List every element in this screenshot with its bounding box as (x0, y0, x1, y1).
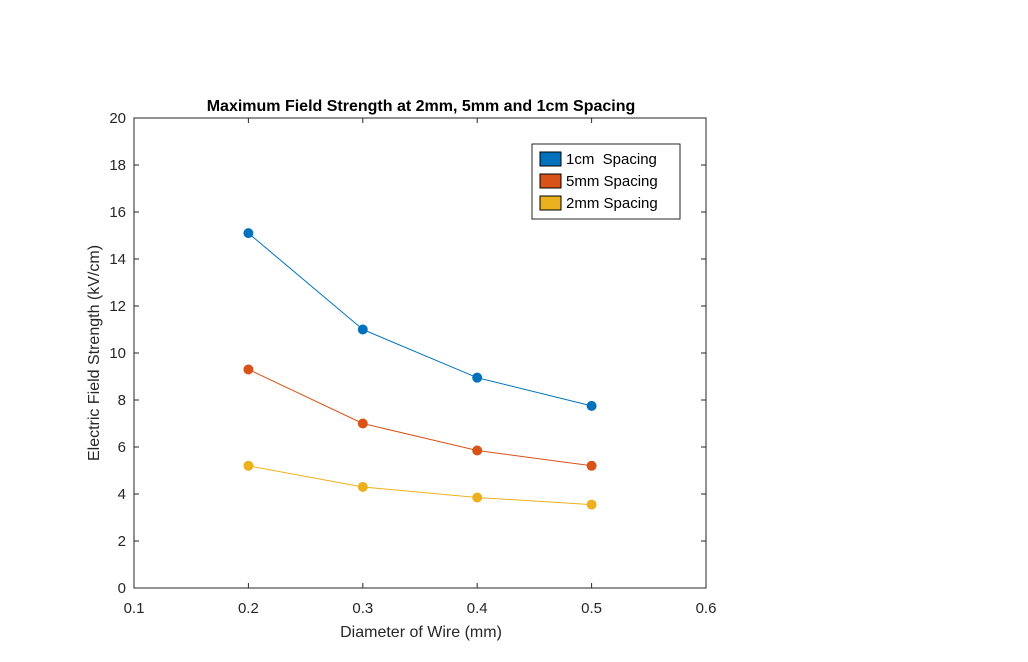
data-point (357, 481, 368, 492)
data-point (243, 460, 254, 471)
data-point (586, 400, 597, 411)
y-tick-label: 16 (109, 204, 126, 221)
y-tick-label: 10 (109, 345, 126, 362)
series-line (248, 368, 592, 467)
legend: 1cm Spacing 5mm Spacing 2mm Spacing (531, 143, 681, 220)
x-tick-label: 0.6 (696, 600, 717, 617)
series-0 (243, 228, 597, 411)
x-tick-label: 0.1 (124, 600, 145, 617)
data-point (586, 499, 597, 510)
y-tick-label: 18 (109, 157, 126, 174)
legend-label: 2mm Spacing (566, 195, 658, 212)
y-axis-label: Electric Field Strength (kV/cm) (86, 245, 103, 461)
series-line (248, 465, 592, 506)
x-axis-label: Diameter of Wire (mm) (340, 624, 502, 641)
data-point (586, 460, 597, 471)
x-tick-label: 0.3 (352, 600, 373, 617)
y-tick-label: 8 (118, 392, 126, 409)
data-point (357, 418, 368, 429)
legend-swatch (539, 151, 562, 167)
y-tick-label: 2 (118, 533, 126, 550)
legend-swatch (539, 195, 562, 211)
data-point (472, 372, 483, 383)
series-1 (243, 364, 597, 471)
x-tick-label: 0.2 (238, 600, 259, 617)
y-axis: 0 2 4 6 8 10 12 14 16 18 20 (109, 110, 706, 597)
series-2 (243, 460, 597, 510)
legend-label: 5mm Spacing (566, 173, 658, 190)
legend-label: 1cm Spacing (566, 151, 657, 168)
data-point (472, 492, 483, 503)
legend-swatch (539, 173, 562, 189)
series-line (248, 232, 592, 407)
x-tick-label: 0.4 (467, 600, 488, 617)
y-tick-label: 20 (109, 110, 126, 127)
data-point (357, 324, 368, 335)
y-tick-label: 6 (118, 439, 126, 456)
data-point (243, 228, 254, 239)
y-tick-label: 0 (118, 580, 126, 597)
data-point (472, 445, 483, 456)
y-tick-label: 4 (118, 486, 126, 503)
x-tick-label: 0.5 (581, 600, 602, 617)
x-axis: 0.1 0.2 0.3 0.4 0.5 0.6 (124, 118, 717, 617)
y-tick-label: 14 (109, 251, 126, 268)
series-layer (243, 228, 597, 510)
chart-title: Maximum Field Strength at 2mm, 5mm and 1… (207, 98, 636, 115)
data-point (243, 364, 254, 375)
y-tick-label: 12 (109, 298, 126, 315)
